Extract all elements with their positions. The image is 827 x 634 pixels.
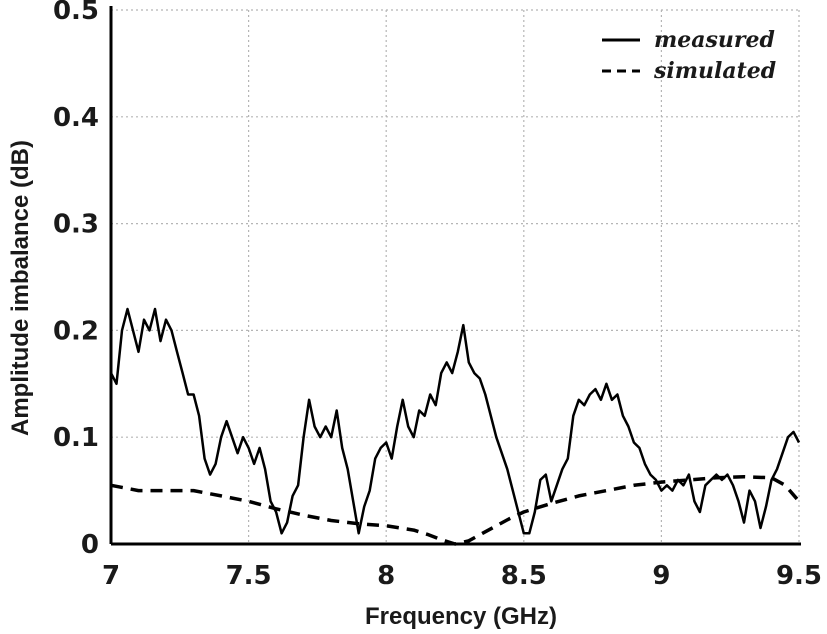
y-tick-label: 0.5 <box>53 0 99 26</box>
series-measured-line <box>109 307 801 535</box>
tick-labels: 0 0.1 0.2 0.3 0.4 0.5 7 7.5 8 8.5 9 9.5 <box>53 0 822 591</box>
legend-simulated-label: simulated <box>653 58 776 84</box>
grid <box>111 9 800 544</box>
x-tick-label: 9 <box>652 561 670 591</box>
legend: measured simulated <box>602 27 776 84</box>
x-tick-label: 7 <box>102 561 120 591</box>
x-tick-label: 8.5 <box>501 561 547 591</box>
series-layer <box>109 307 801 546</box>
y-tick-label: 0.4 <box>53 103 99 133</box>
y-tick-label: 0 <box>81 530 99 560</box>
y-tick-label: 0.3 <box>53 210 99 240</box>
y-axis-title: Amplitude imbalance (dB) <box>7 140 34 436</box>
y-tick-label: 0.2 <box>53 316 99 346</box>
x-axis-title: Frequency (GHz) <box>365 603 557 630</box>
series-simulated-line <box>110 474 801 546</box>
x-tick-label: 7.5 <box>226 561 272 591</box>
y-tick-label: 0.1 <box>53 423 99 453</box>
x-tick-label: 9.5 <box>776 561 822 591</box>
x-tick-label: 8 <box>377 561 395 591</box>
axes <box>109 6 801 546</box>
legend-measured-label: measured <box>654 27 775 53</box>
